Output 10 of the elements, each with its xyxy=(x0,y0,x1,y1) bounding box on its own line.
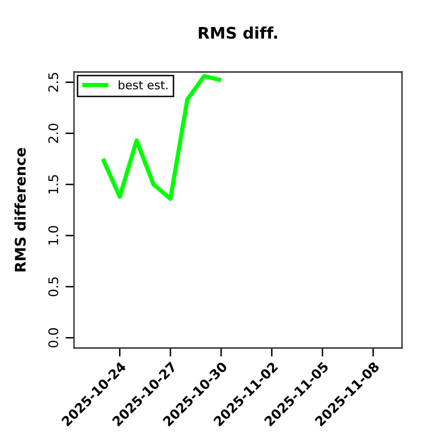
y-axis-title: RMS difference xyxy=(14,148,26,272)
y-tick-label: 0.5 xyxy=(48,277,58,296)
legend-label: best est. xyxy=(118,80,168,90)
y-tick-label: 0.0 xyxy=(48,328,58,348)
y-tick-label: 2.0 xyxy=(48,124,58,143)
y-tick-label: 1.5 xyxy=(48,175,58,194)
line-series xyxy=(100,74,224,201)
chart-title: RMS diff. xyxy=(198,26,277,39)
y-tick-label: 1.0 xyxy=(48,226,58,245)
y-tick-label: 2.5 xyxy=(48,72,58,92)
